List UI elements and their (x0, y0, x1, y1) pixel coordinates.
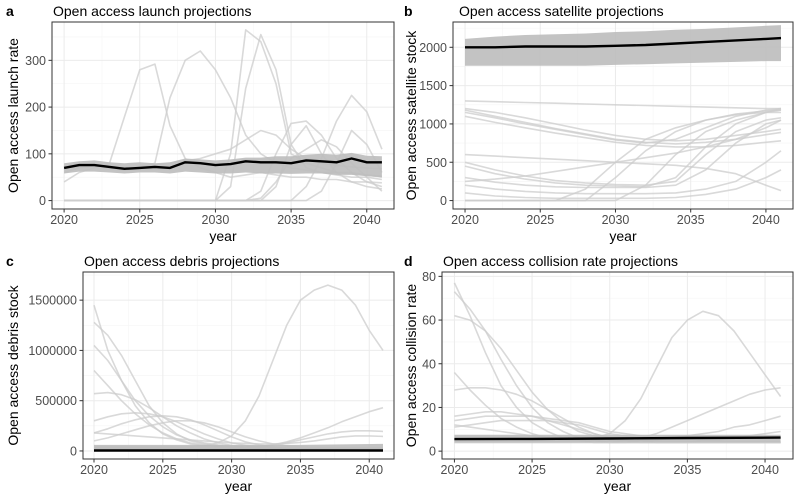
y-tick-label: 60 (422, 314, 436, 328)
y-tick-label: 1500 (419, 79, 447, 93)
y-tick-label: 100 (25, 147, 46, 161)
x-tick-label: 2035 (677, 213, 705, 227)
y-tick-label: 20 (422, 401, 436, 415)
x-tick-label: 2030 (218, 463, 246, 477)
simulation-line (464, 119, 782, 183)
x-axis-label: year (209, 228, 237, 244)
x-tick-label: 2025 (149, 463, 177, 477)
y-axis-label: Open access debris stock (5, 284, 21, 445)
y-tick-label: 2000 (419, 41, 447, 55)
y-tick-label: 40 (422, 357, 436, 371)
x-axis-label: year (604, 478, 632, 494)
x-tick-label: 2025 (126, 213, 154, 227)
y-axis-label: Open access collision rate (403, 284, 419, 448)
panel-border (82, 271, 395, 460)
panel-letter: d (404, 253, 413, 269)
panel-letter: a (6, 3, 14, 19)
x-tick-label: 2035 (673, 463, 701, 477)
simulation-line (465, 107, 782, 202)
x-tick-label: 2030 (602, 213, 630, 227)
panel-letter: c (6, 253, 14, 269)
simulation-line (464, 107, 782, 144)
x-tick-label: 2020 (451, 213, 479, 227)
x-tick-label: 2020 (441, 463, 469, 477)
y-tick-label: 200 (25, 101, 46, 115)
panel-border (51, 21, 395, 210)
y-tick-label: 1000000 (28, 344, 77, 358)
panel-title: Open access collision rate projections (443, 253, 678, 269)
panel-letter: b (404, 3, 413, 19)
y-tick-label: 1000 (419, 117, 447, 131)
x-tick-label: 2020 (80, 463, 108, 477)
x-tick-label: 2035 (287, 463, 315, 477)
y-axis-label: Open access satellite stock (403, 30, 419, 201)
panel-title: Open access satellite projections (459, 3, 664, 19)
y-tick-label: 0 (39, 194, 46, 208)
x-tick-label: 2025 (518, 463, 546, 477)
panel-c: c Open access debris projections 2020 2025 2… (5, 253, 395, 494)
x-tick-label: 2030 (202, 213, 230, 227)
projection-band (94, 443, 383, 451)
x-tick-label: 2020 (50, 213, 78, 227)
plot-marks (453, 282, 782, 444)
simulation-line (464, 100, 781, 110)
mean-line (63, 157, 382, 170)
plot-marks (93, 284, 384, 452)
panel-border (441, 271, 794, 460)
simulation-line (464, 107, 782, 142)
panel-b: b Open access satellite projections 2020 20… (403, 3, 794, 244)
panel-title: Open access launch projections (53, 3, 251, 19)
panel-title: Open access debris projections (84, 253, 279, 269)
panel-a: a Open access launch projections 2020 2025 2… (5, 3, 395, 244)
y-tick-label: 80 (422, 270, 436, 284)
y-tick-label: 500 (426, 156, 447, 170)
panel-d: d Open access collision rate projections 2… (403, 253, 794, 494)
simulation-line (464, 115, 782, 148)
y-axis-label: Open access launch rate (5, 38, 21, 193)
simulation-line (464, 109, 782, 188)
simulation-line (93, 432, 384, 445)
y-tick-label: 1500000 (28, 294, 77, 308)
x-tick-label: 2040 (752, 213, 780, 227)
y-tick-label: 0 (429, 445, 436, 459)
simulation-line (464, 117, 782, 186)
x-tick-label: 2030 (596, 463, 624, 477)
x-tick-label: 2025 (526, 213, 554, 227)
simulation-line (464, 119, 782, 189)
simulation-line (64, 139, 383, 202)
x-tick-label: 2040 (355, 463, 383, 477)
plot-marks (63, 29, 383, 202)
x-tick-label: 2040 (353, 213, 381, 227)
plot-marks (464, 25, 782, 202)
mean-line (454, 436, 781, 441)
y-tick-label: 0 (440, 194, 447, 208)
simulation-line (464, 153, 782, 192)
y-tick-label: 0 (70, 444, 77, 458)
x-tick-label: 2035 (277, 213, 305, 227)
y-tick-label: 300 (25, 54, 46, 68)
x-axis-label: year (225, 478, 253, 494)
mean-line (465, 36, 782, 49)
x-tick-label: 2040 (751, 463, 779, 477)
x-axis-label: year (609, 228, 637, 244)
y-tick-label: 500000 (35, 394, 77, 408)
panel-border (452, 21, 794, 210)
simulation-line (464, 169, 782, 200)
